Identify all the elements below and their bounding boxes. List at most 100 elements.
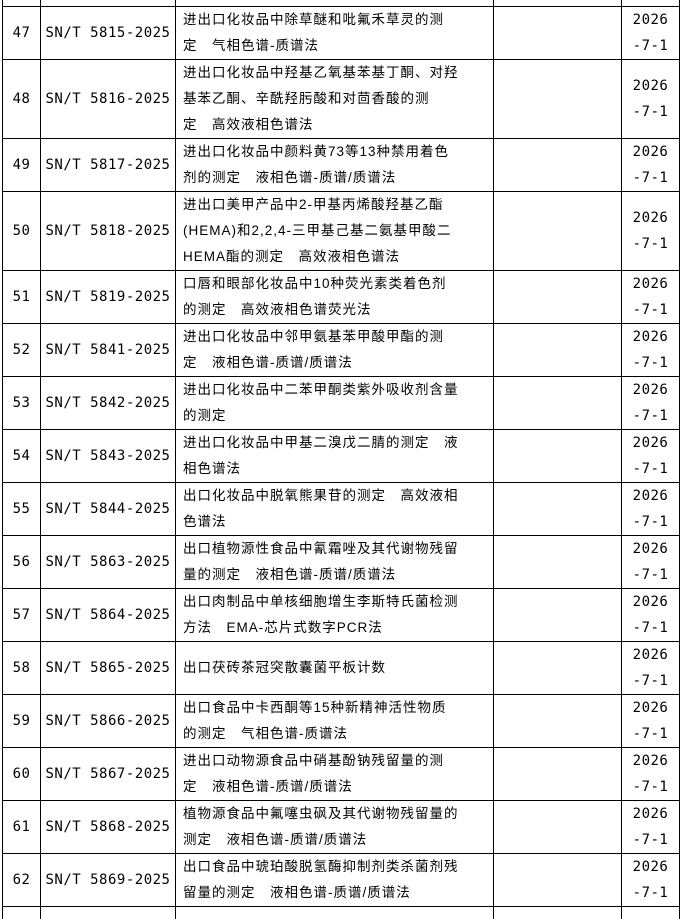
table-row: 62 SN/T 5869-2025 出口食品中琥珀酸脱氢酶抑制剂类杀菌剂残 留量… <box>3 854 680 907</box>
row-index-cell: 50 <box>3 192 41 271</box>
replaced-standard-cell <box>494 192 622 271</box>
replaced-standard-cell <box>494 271 622 324</box>
replaced-standard-cell <box>494 854 622 907</box>
standard-code-cell: SN/T 5819-2025 <box>41 271 176 324</box>
replaced-standard-cell <box>494 60 622 139</box>
implementation-date-cell: 2026 -7-1 <box>622 801 680 854</box>
standard-title-cell: 出口化妆品中脱氧熊果苷的测定 高效液相 色谱法 <box>176 483 494 536</box>
standard-title-cell: 出口食品中琥珀酸脱氢酶抑制剂类杀菌剂残 留量的测定 液相色谱-质谱/质谱法 <box>176 854 494 907</box>
implementation-date-cell: 2026 -7-1 <box>622 748 680 801</box>
standard-code-cell: SN/T 5844-2025 <box>41 483 176 536</box>
row-index-cell: 49 <box>3 139 41 192</box>
implementation-date-cell: 2026 -7-1 <box>622 271 680 324</box>
row-index-cell: 47 <box>3 7 41 60</box>
implementation-date-cell: 2026 -7-1 <box>622 324 680 377</box>
row-index-cell: 55 <box>3 483 41 536</box>
standard-title-cell: 进出口化妆品中颜料黄73等13种禁用着色 剂的测定 液相色谱-质谱/质谱法 <box>176 139 494 192</box>
row-index-cell: 57 <box>3 589 41 642</box>
replaced-standard-cell <box>494 7 622 60</box>
implementation-date-cell <box>622 907 680 919</box>
standard-code-cell: SN/T 5815-2025 <box>41 7 176 60</box>
implementation-date-cell: 2026 -7-1 <box>622 854 680 907</box>
table-row: 53 SN/T 5842-2025 进出口化妆品中二苯甲酮类紫外吸收剂含量 的测… <box>3 377 680 430</box>
standard-title-cell: 进出口化妆品中甲基二溴戊二腈的测定 液 相色谱法 <box>176 430 494 483</box>
row-index-cell: 62 <box>3 854 41 907</box>
implementation-date-cell: 2026 -7-1 <box>622 60 680 139</box>
clipped-next-row <box>3 907 680 919</box>
replaced-standard-cell <box>494 536 622 589</box>
implementation-date-cell: 2026 -7-1 <box>622 7 680 60</box>
table-row: 47 SN/T 5815-2025 进出口化妆品中除草醚和吡氟禾草灵的测 定 气… <box>3 7 680 60</box>
row-index-cell: 60 <box>3 748 41 801</box>
table-row: 52 SN/T 5841-2025 进出口化妆品中邻甲氨基苯甲酸甲酯的测 定 液… <box>3 324 680 377</box>
implementation-date-cell: 2026 -7-1 <box>622 430 680 483</box>
standard-code-cell: SN/T 5869-2025 <box>41 854 176 907</box>
standard-code-cell: SN/T 5816-2025 <box>41 60 176 139</box>
replaced-standard-cell <box>494 801 622 854</box>
row-index-cell: 48 <box>3 60 41 139</box>
standard-code-cell: SN/T 5864-2025 <box>41 589 176 642</box>
table-row: 60 SN/T 5867-2025 进出口动物源食品中硝基酚钠残留量的测 定 液… <box>3 748 680 801</box>
standard-title-cell: 进出口动物源食品中硝基酚钠残留量的测 定 液相色谱-质谱/质谱法 <box>176 748 494 801</box>
row-index-cell: 51 <box>3 271 41 324</box>
table-row: 54 SN/T 5843-2025 进出口化妆品中甲基二溴戊二腈的测定 液 相色… <box>3 430 680 483</box>
standard-code-cell: SN/T 5843-2025 <box>41 430 176 483</box>
table-row: 48 SN/T 5816-2025 进出口化妆品中羟基乙氧基苯基丁酮、对羟 基苯… <box>3 60 680 139</box>
row-index-cell: 53 <box>3 377 41 430</box>
table-row: 55 SN/T 5844-2025 出口化妆品中脱氧熊果苷的测定 高效液相 色谱… <box>3 483 680 536</box>
replaced-standard-cell <box>494 589 622 642</box>
standard-title-cell: 进出口化妆品中羟基乙氧基苯基丁酮、对羟 基苯乙酮、辛酰羟肟酸和对茴香酸的测 定 … <box>176 60 494 139</box>
standard-code-cell: SN/T 5867-2025 <box>41 748 176 801</box>
table-row: 59 SN/T 5866-2025 出口食品中卡西酮等15种新精神活性物质 的测… <box>3 695 680 748</box>
row-index-cell: 58 <box>3 642 41 695</box>
replaced-standard-cell <box>494 377 622 430</box>
standard-title-cell: 出口植物源性食品中氰霜唑及其代谢物残留 量的测定 液相色谱-质谱/质谱法 <box>176 536 494 589</box>
table-row: 49 SN/T 5817-2025 进出口化妆品中颜料黄73等13种禁用着色 剂… <box>3 139 680 192</box>
row-index-cell <box>3 907 41 919</box>
implementation-date-cell: 2026 -7-1 <box>622 483 680 536</box>
standard-title-cell: 进出口化妆品中邻甲氨基苯甲酸甲酯的测 定 液相色谱-质谱/质谱法 <box>176 324 494 377</box>
standard-code-cell: SN/T 5868-2025 <box>41 801 176 854</box>
standard-title-cell: 出口茯砖茶冠突散囊菌平板计数 <box>176 642 494 695</box>
row-index-cell: 54 <box>3 430 41 483</box>
table-row: 56 SN/T 5863-2025 出口植物源性食品中氰霜唑及其代谢物残留 量的… <box>3 536 680 589</box>
replaced-standard-cell <box>494 907 622 919</box>
row-index-cell: 59 <box>3 695 41 748</box>
standard-code-cell: SN/T 5818-2025 <box>41 192 176 271</box>
row-index-cell: 56 <box>3 536 41 589</box>
replaced-standard-cell <box>494 695 622 748</box>
standard-code-cell: SN/T 5817-2025 <box>41 139 176 192</box>
standard-title-cell: 口唇和眼部化妆品中10种荧光素类着色剂 的测定 高效液相色谱荧光法 <box>176 271 494 324</box>
implementation-date-cell: 2026 -7-1 <box>622 695 680 748</box>
standard-code-cell: SN/T 5866-2025 <box>41 695 176 748</box>
standard-code-cell: SN/T 5863-2025 <box>41 536 176 589</box>
implementation-date-cell: 2026 -7-1 <box>622 377 680 430</box>
table-row: 50 SN/T 5818-2025 进出口美甲产品中2-甲基丙烯酸羟基乙酯 (H… <box>3 192 680 271</box>
standard-title-cell: 进出口化妆品中二苯甲酮类紫外吸收剂含量 的测定 <box>176 377 494 430</box>
standard-title-cell: 出口食品中卡西酮等15种新精神活性物质 的测定 气相色谱-质谱法 <box>176 695 494 748</box>
standard-title-cell: 进出口美甲产品中2-甲基丙烯酸羟基乙酯 (HEMA)和2,2,4-三甲基己基二氨… <box>176 192 494 271</box>
replaced-standard-cell <box>494 748 622 801</box>
implementation-date-cell: 2026 -7-1 <box>622 192 680 271</box>
standard-code-cell <box>41 907 176 919</box>
replaced-standard-cell <box>494 139 622 192</box>
implementation-date-cell: 2026 -7-1 <box>622 139 680 192</box>
standard-title-cell: 进出口化妆品中除草醚和吡氟禾草灵的测 定 气相色谱-质谱法 <box>176 7 494 60</box>
standard-code-cell: SN/T 5841-2025 <box>41 324 176 377</box>
standard-title-cell: 出口肉制品中单核细胞增生李斯特氏菌检测 方法 EMA-芯片式数字PCR法 <box>176 589 494 642</box>
replaced-standard-cell <box>494 430 622 483</box>
standard-title-cell: 植物源食品中氟噻虫砜及其代谢物残留量的 测定 液相色谱-质谱/质谱法 <box>176 801 494 854</box>
replaced-standard-cell <box>494 324 622 377</box>
standard-title-cell <box>176 907 494 919</box>
replaced-standard-cell <box>494 642 622 695</box>
row-index-cell: 61 <box>3 801 41 854</box>
table-row: 57 SN/T 5864-2025 出口肉制品中单核细胞增生李斯特氏菌检测 方法… <box>3 589 680 642</box>
implementation-date-cell: 2026 -7-1 <box>622 589 680 642</box>
row-index-cell: 52 <box>3 324 41 377</box>
implementation-date-cell: 2026 -7-1 <box>622 642 680 695</box>
standard-code-cell: SN/T 5865-2025 <box>41 642 176 695</box>
table-row: 61 SN/T 5868-2025 植物源食品中氟噻虫砜及其代谢物残留量的 测定… <box>3 801 680 854</box>
table-row: 58 SN/T 5865-2025 出口茯砖茶冠突散囊菌平板计数 2026 -7… <box>3 642 680 695</box>
standard-code-cell: SN/T 5842-2025 <box>41 377 176 430</box>
